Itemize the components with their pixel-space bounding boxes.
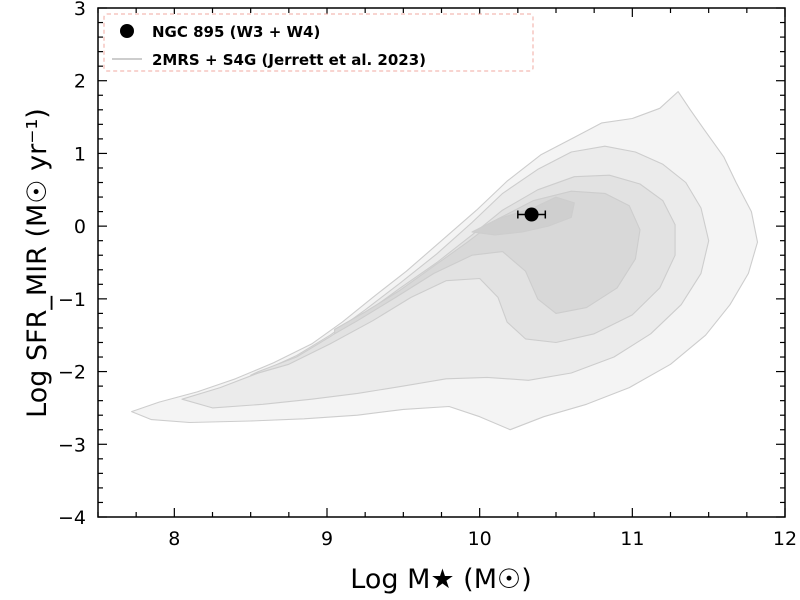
legend-contour-label: 2MRS + S4G (Jerrett et al. 2023) (152, 51, 426, 69)
x-axis-ticks: 8 9 10 11 12 (97, 8, 797, 550)
y-tick-label: 0 (74, 216, 86, 238)
x-tick-label: 9 (321, 528, 333, 550)
y-tick-label: 3 (74, 0, 86, 20)
legend: NGC 895 (W3 + W4) 2MRS + S4G (Jerrett et… (103, 13, 534, 72)
y-axis-label: Log SFR_MIR (M☉ yr⁻¹) (22, 108, 53, 418)
x-tick-label: 8 (168, 528, 180, 550)
y-tick-label: −4 (58, 507, 86, 529)
x-tick-label: 11 (620, 528, 644, 550)
y-tick-label: −3 (58, 434, 86, 456)
contour-level-4 (334, 190, 641, 335)
contour-level-5 (471, 196, 575, 236)
y-tick-label: −1 (58, 289, 86, 311)
x-axis-label: Log M★ (M☉) (350, 564, 531, 595)
y-tick-label: 2 (74, 71, 86, 93)
legend-point-label: NGC 895 (W3 + W4) (152, 23, 320, 41)
y-axis-ticks: −4 −3 −2 −1 0 1 2 3 (58, 0, 785, 529)
legend-point-marker (120, 24, 134, 38)
x-tick-label: 12 (773, 528, 797, 550)
ngc895-point (524, 207, 539, 222)
y-tick-label: 1 (74, 143, 86, 165)
y-tick-label: −2 (58, 362, 86, 384)
contour-layer (131, 91, 759, 431)
legend-box (103, 13, 534, 72)
x-tick-label: 10 (468, 528, 492, 550)
